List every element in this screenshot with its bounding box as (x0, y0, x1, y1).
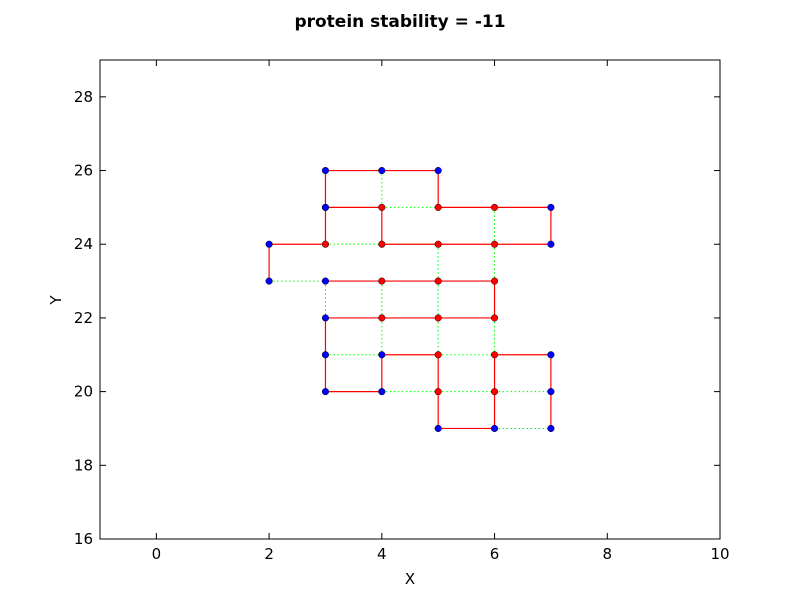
polar-point (434, 166, 442, 175)
polar-point (547, 351, 555, 359)
y-tick-label: 22 (74, 309, 93, 327)
hydrophobic-point (490, 277, 499, 285)
hydrophobic-point (378, 277, 386, 285)
y-tick-label: 16 (74, 530, 93, 548)
x-tick-label: 4 (377, 545, 387, 563)
hydrophobic-point (434, 203, 442, 211)
x-tick-label: 10 (710, 545, 729, 563)
polar-point (265, 240, 273, 248)
hydrophobic-point (490, 351, 499, 359)
polar-point (547, 424, 555, 433)
hydrophobic-point (434, 351, 442, 359)
x-tick-label: 0 (152, 545, 162, 563)
polar-point (321, 314, 330, 322)
polar-point (321, 388, 330, 396)
hydrophobic-point (378, 240, 386, 248)
plot-area (100, 60, 720, 539)
y-tick-label: 26 (74, 162, 93, 180)
y-ticks: 16 18 20 22 24 26 28 (74, 88, 720, 548)
hydrophobic-point (434, 277, 442, 285)
hydrophobic-point (490, 203, 499, 211)
polar-point (547, 203, 555, 211)
y-axis-label: Y (47, 295, 65, 306)
hydrophobic-point (490, 314, 499, 322)
polar-point (321, 351, 330, 359)
polar-point (378, 388, 386, 396)
polar-point (321, 166, 330, 175)
polar-point (321, 203, 330, 211)
x-tick-label: 2 (264, 545, 274, 563)
points-layer (265, 166, 555, 433)
polar-point (434, 424, 442, 433)
y-tick-label: 28 (74, 88, 93, 106)
chart-title: protein stability = -11 (294, 12, 505, 32)
hydrophobic-point (378, 314, 386, 322)
hydrophobic-point (434, 314, 442, 322)
hydrophobic-point (321, 240, 330, 248)
y-tick-label: 24 (74, 235, 93, 253)
hydrophobic-point (434, 388, 442, 396)
y-tick-label: 20 (74, 383, 93, 401)
x-axis-label: X (405, 570, 415, 588)
hydrophobic-point (490, 240, 499, 248)
polar-point (321, 277, 330, 285)
x-tick-label: 6 (490, 545, 500, 563)
polar-point (547, 388, 555, 396)
polar-point (547, 240, 555, 248)
hydrophobic-point (434, 240, 442, 248)
polar-point (378, 166, 386, 175)
polar-point (490, 424, 499, 433)
polar-point (265, 277, 273, 285)
hydrophobic-point (378, 203, 386, 211)
polar-point (378, 351, 386, 359)
plot-frame (99, 59, 721, 540)
x-ticks: 0 2 4 6 8 10 (152, 60, 730, 563)
y-tick-label: 18 (74, 456, 93, 474)
hydrophobic-point (490, 388, 499, 396)
x-tick-label: 8 (602, 545, 612, 563)
chain-layer (268, 169, 552, 430)
